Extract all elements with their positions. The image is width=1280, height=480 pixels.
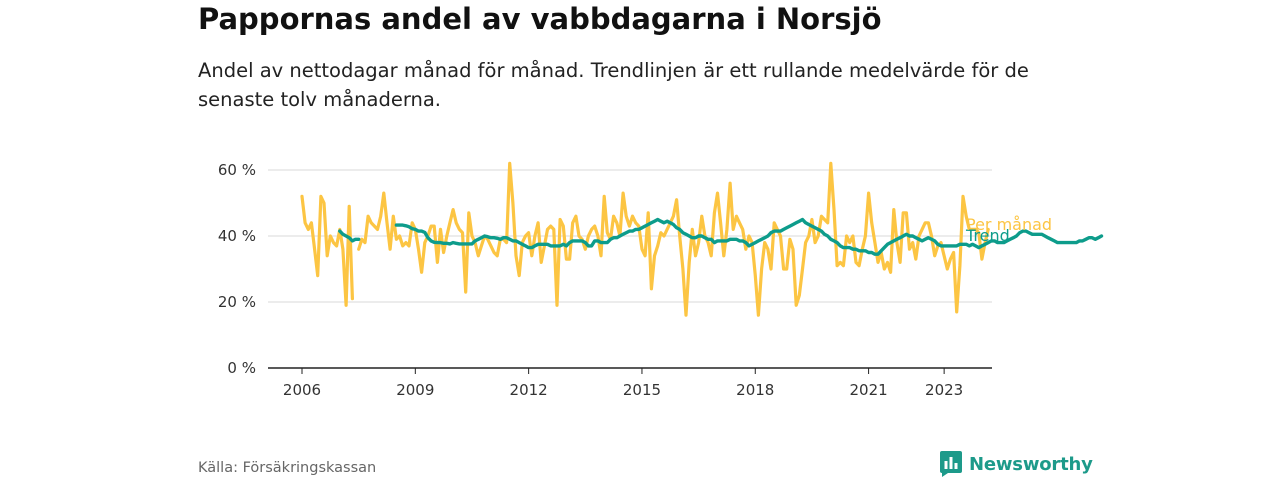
x-tick-label: 2015: [623, 381, 661, 399]
grid-lines: [268, 169, 992, 303]
series-lines: [300, 161, 1104, 317]
axes: 0 % 20 % 40 % 60 % 2006 2009 2012 2015 2018 2021 2…: [218, 161, 992, 399]
chart-title: Pappornas andel av vabbdagarna i Norsjö: [198, 2, 882, 36]
brand-name: Newsworthy: [969, 453, 1093, 475]
x-tick-label: 2021: [849, 381, 887, 399]
x-tick-label: 2006: [283, 381, 321, 399]
x-tick-label: 2023: [925, 381, 963, 399]
source-note: Källa: Försäkringskassan: [198, 460, 377, 476]
y-tick-label: 20 %: [218, 293, 256, 311]
series-line-trend: [338, 217, 1104, 256]
y-tick-label: 0 %: [227, 359, 256, 377]
x-tick-label: 2012: [510, 381, 548, 399]
series-label: Per månad: [966, 215, 1052, 234]
series-label: Trend: [965, 226, 1010, 245]
y-tick-label: 60 %: [218, 161, 256, 179]
x-tick-label: 2009: [396, 381, 434, 399]
brand-logo[interactable]: Newsworthy: [940, 451, 1093, 477]
x-tick-label: 2018: [736, 381, 774, 399]
series-line-per-manad: [300, 161, 990, 317]
newsworthy-logo-icon: [940, 451, 962, 477]
chart-subtitle: Andel av nettodagar månad för månad. Tre…: [198, 59, 1029, 111]
y-tick-label: 40 %: [218, 227, 256, 245]
